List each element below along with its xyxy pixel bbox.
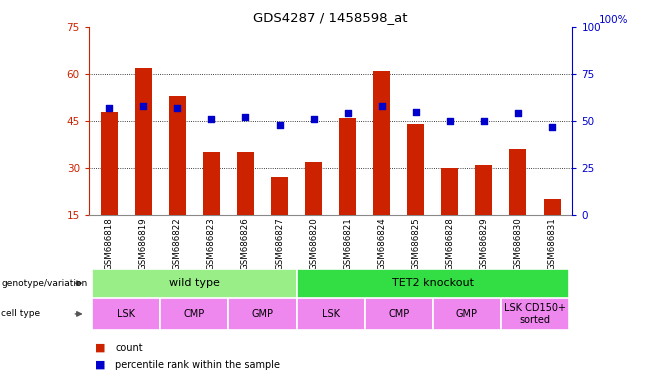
- Text: GSM686830: GSM686830: [513, 217, 522, 270]
- Point: [240, 114, 251, 120]
- Text: CMP: CMP: [388, 309, 409, 319]
- Bar: [92, 298, 161, 330]
- Text: LSK: LSK: [117, 309, 136, 319]
- Text: GMP: GMP: [456, 309, 478, 319]
- Text: GSM686831: GSM686831: [547, 217, 557, 270]
- Bar: [297, 269, 569, 298]
- Point: [172, 105, 183, 111]
- Bar: [297, 298, 365, 330]
- Point: [138, 103, 149, 109]
- Point: [445, 118, 455, 124]
- Text: TET2 knockout: TET2 knockout: [392, 278, 474, 288]
- Text: wild type: wild type: [169, 278, 220, 288]
- Text: LSK: LSK: [322, 309, 340, 319]
- Bar: [161, 298, 228, 330]
- Bar: [305, 162, 322, 215]
- Text: GMP: GMP: [251, 309, 274, 319]
- Text: GSM686825: GSM686825: [411, 217, 420, 270]
- Text: GSM686829: GSM686829: [480, 217, 488, 270]
- Text: GSM686818: GSM686818: [105, 217, 114, 270]
- Bar: [228, 298, 297, 330]
- Point: [411, 109, 421, 115]
- Point: [376, 103, 387, 109]
- Text: GSM686826: GSM686826: [241, 217, 250, 270]
- Text: cell type: cell type: [1, 310, 40, 318]
- Bar: [365, 298, 433, 330]
- Bar: [271, 177, 288, 215]
- Point: [513, 110, 523, 116]
- Text: ■: ■: [95, 343, 106, 353]
- Text: count: count: [115, 343, 143, 353]
- Point: [309, 116, 319, 122]
- Bar: [509, 149, 526, 215]
- Bar: [442, 168, 459, 215]
- Point: [274, 122, 285, 128]
- Bar: [101, 112, 118, 215]
- Text: GSM686820: GSM686820: [309, 217, 318, 270]
- Bar: [373, 71, 390, 215]
- Text: percentile rank within the sample: percentile rank within the sample: [115, 360, 280, 370]
- Point: [206, 116, 216, 122]
- Text: LSK CD150+
sorted: LSK CD150+ sorted: [504, 303, 566, 325]
- Bar: [135, 68, 152, 215]
- Point: [478, 118, 489, 124]
- Bar: [407, 124, 424, 215]
- Text: GSM686819: GSM686819: [139, 217, 148, 270]
- Bar: [544, 199, 561, 215]
- Text: GSM686828: GSM686828: [445, 217, 455, 270]
- Bar: [92, 269, 297, 298]
- Bar: [475, 165, 492, 215]
- Text: GSM686824: GSM686824: [377, 217, 386, 270]
- Text: GSM686827: GSM686827: [275, 217, 284, 270]
- Point: [104, 105, 114, 111]
- Text: GSM686823: GSM686823: [207, 217, 216, 270]
- Bar: [501, 298, 569, 330]
- Bar: [433, 298, 501, 330]
- Title: GDS4287 / 1458598_at: GDS4287 / 1458598_at: [253, 11, 408, 24]
- Text: 100%: 100%: [599, 15, 628, 25]
- Text: CMP: CMP: [184, 309, 205, 319]
- Bar: [169, 96, 186, 215]
- Text: GSM686822: GSM686822: [173, 217, 182, 270]
- Bar: [339, 118, 356, 215]
- Point: [342, 110, 353, 116]
- Text: ■: ■: [95, 360, 106, 370]
- Bar: [203, 152, 220, 215]
- Bar: [237, 152, 254, 215]
- Text: GSM686821: GSM686821: [343, 217, 352, 270]
- Point: [547, 124, 557, 130]
- Text: genotype/variation: genotype/variation: [1, 279, 88, 288]
